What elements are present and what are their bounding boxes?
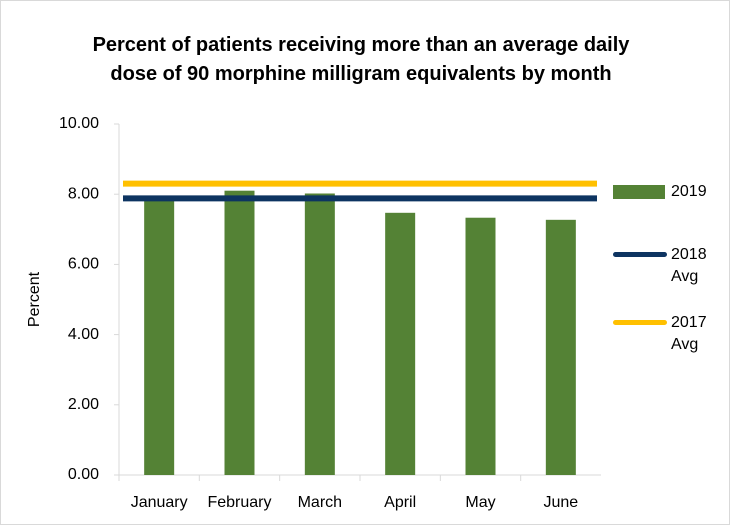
x-tick-label: June (543, 494, 578, 511)
legend-swatch (613, 252, 667, 257)
bar (545, 219, 576, 475)
x-tick-label: January (131, 494, 188, 511)
legend-label: 2018 Avg (671, 246, 707, 285)
y-tick-label: 10.00 (59, 115, 99, 132)
y-tick-label: 0.00 (68, 466, 99, 483)
chart-title: Percent of patients receiving more than … (92, 34, 630, 85)
y-tick-label: 2.00 (68, 396, 99, 413)
y-tick-label: 6.00 (68, 256, 99, 273)
x-tick-label: February (207, 494, 271, 511)
bar (304, 193, 335, 476)
legend-swatch (613, 320, 667, 325)
x-tick-label: March (298, 494, 342, 511)
bar (385, 212, 416, 476)
bar (224, 190, 255, 475)
x-tick-label: May (465, 494, 495, 511)
bar (144, 199, 175, 475)
legend-swatch (613, 185, 665, 199)
legend-label: 2017 Avg (671, 314, 707, 353)
x-tick-label: April (384, 494, 416, 511)
legend-label: 2019 (671, 183, 707, 200)
y-tick-label: 4.00 (68, 326, 99, 343)
y-axis-label: Percent (26, 271, 43, 327)
y-tick-label: 8.00 (68, 185, 99, 202)
bar (465, 217, 496, 476)
